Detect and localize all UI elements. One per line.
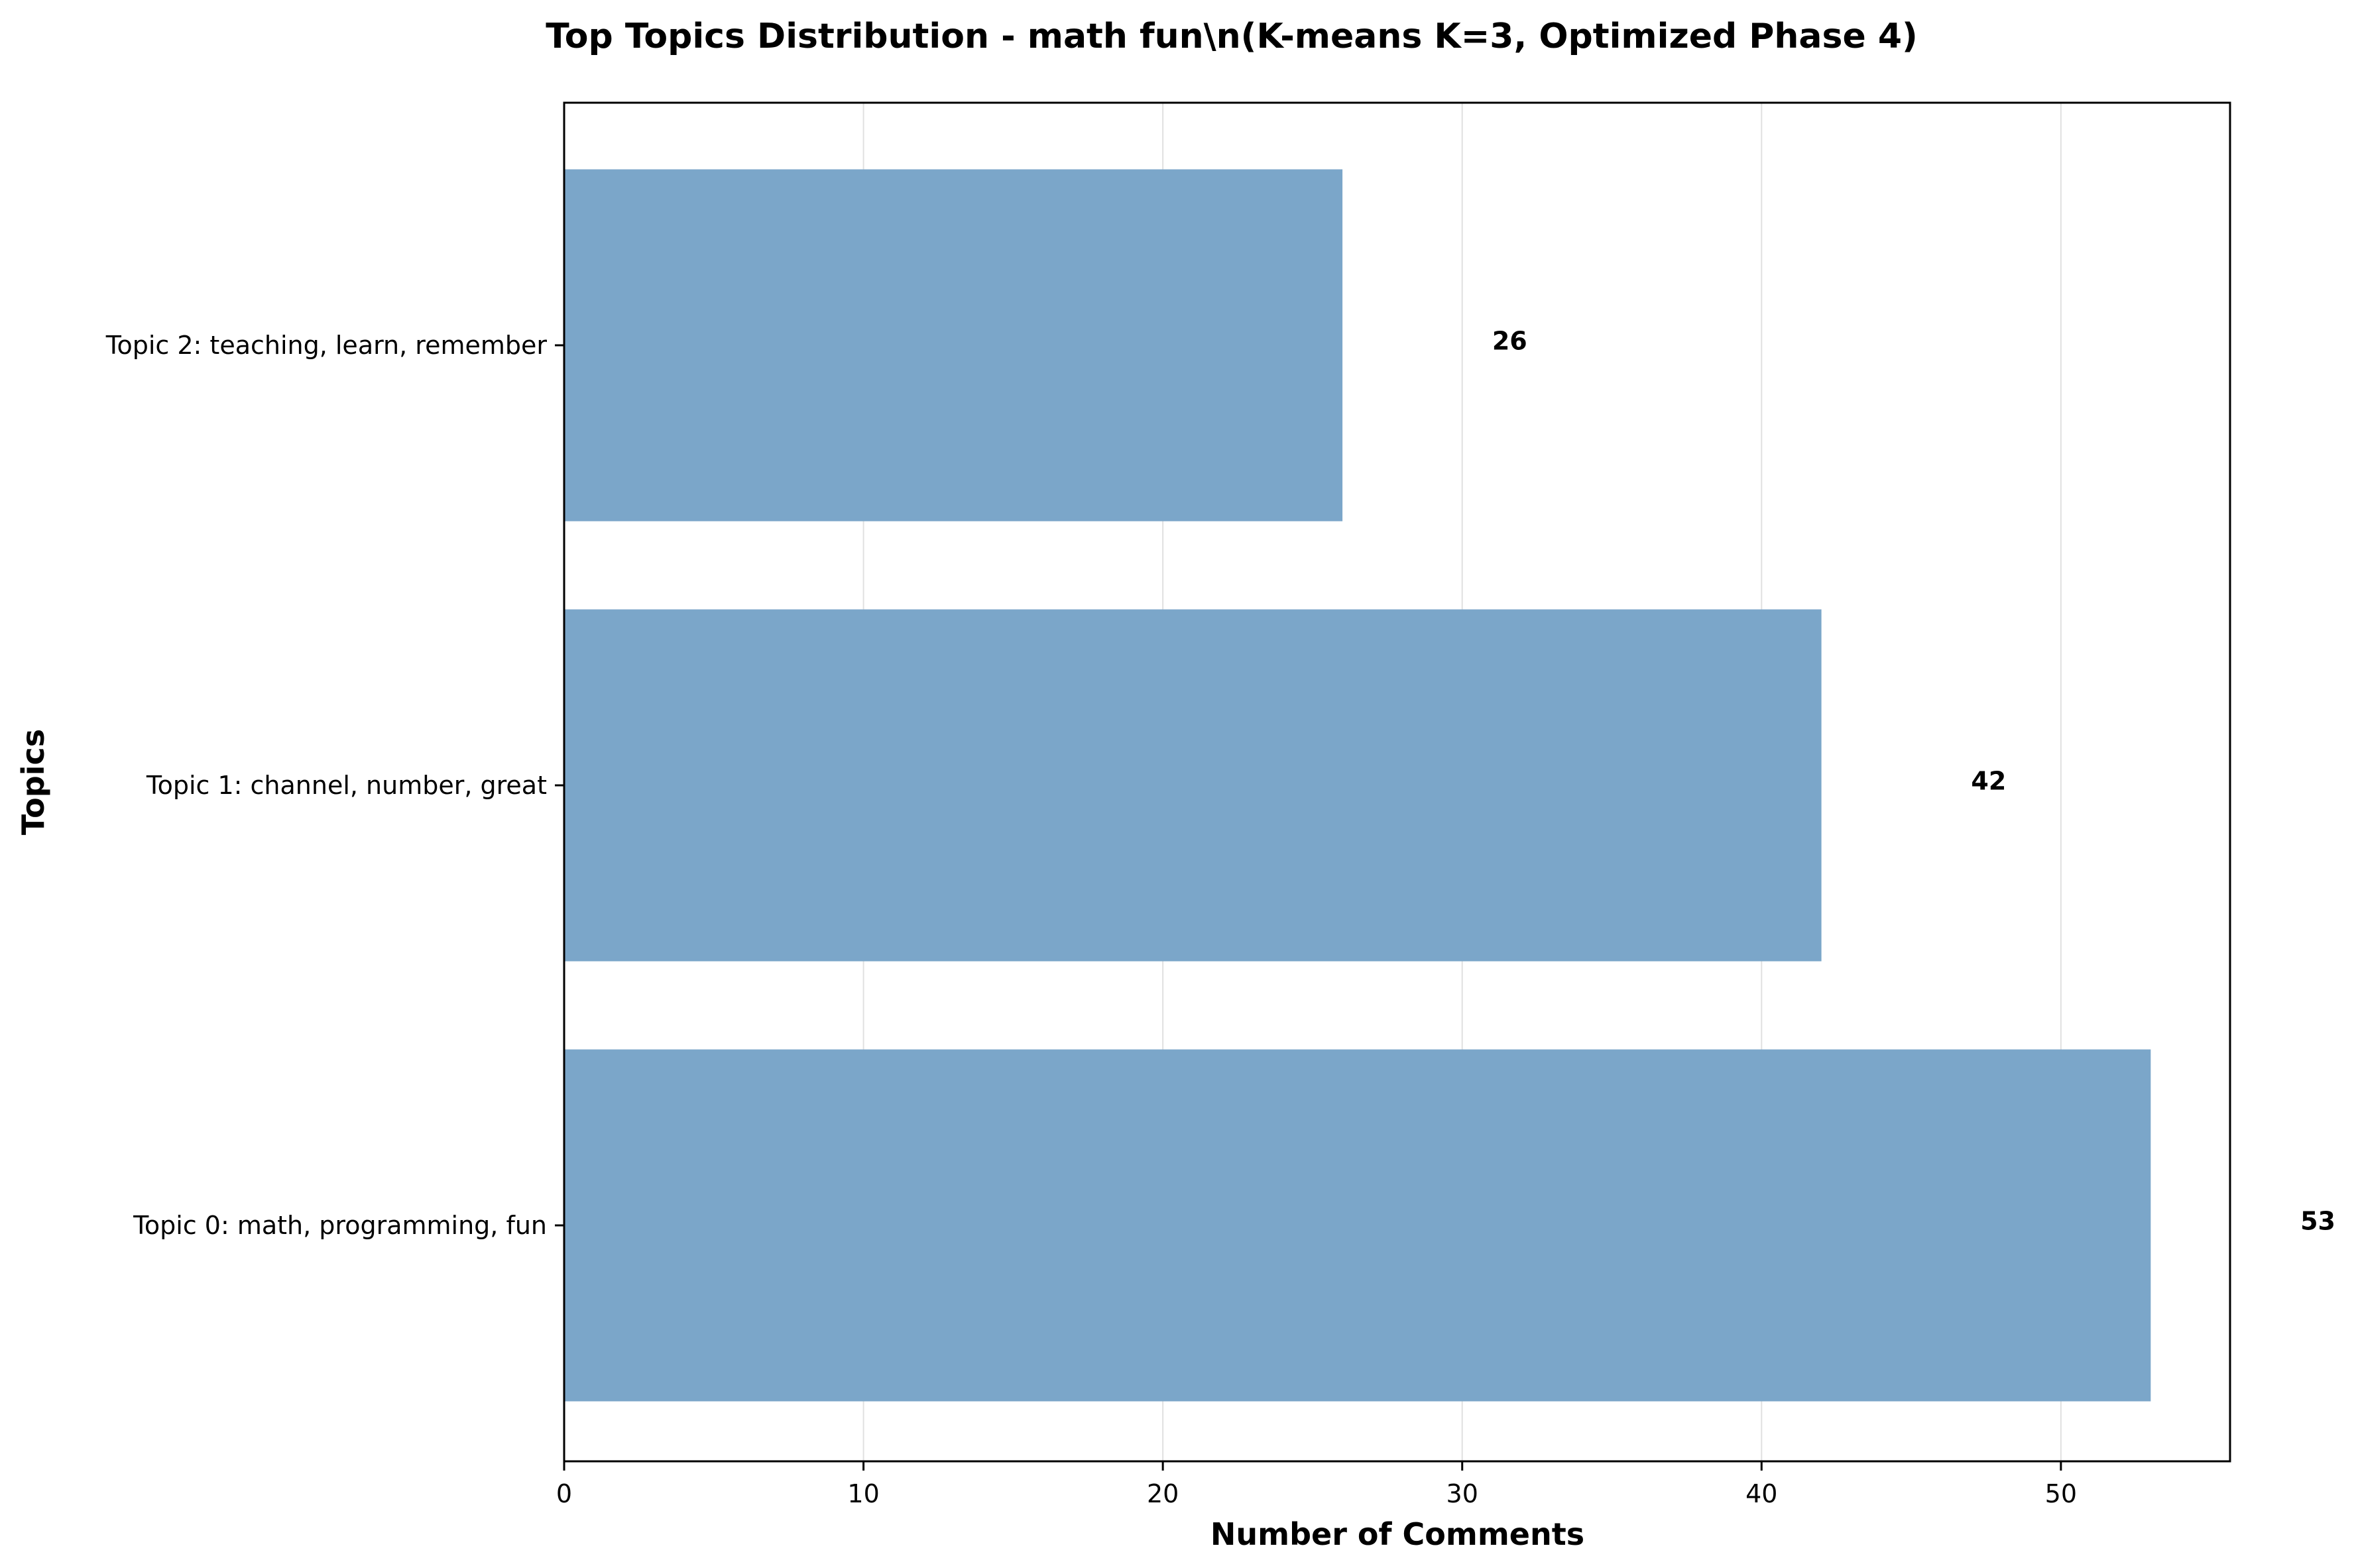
bar-topic-0 <box>564 1049 2151 1402</box>
x-axis-label: Number of Comments <box>1210 1516 1584 1552</box>
bar-topic-2 <box>564 169 1343 522</box>
x-tick-label-40: 40 <box>1745 1479 1777 1508</box>
bars <box>564 169 2151 1402</box>
x-tick-label-10: 10 <box>847 1479 879 1508</box>
y-tick-label-topic-1: Topic 1: channel, number, great <box>146 771 547 800</box>
x-tick-label-0: 0 <box>556 1479 572 1508</box>
data-labels: 53 42 26 <box>1492 327 2335 1236</box>
y-axis-label: Topics <box>15 729 51 835</box>
y-tick-label-topic-2: Topic 2: teaching, learn, remember <box>105 331 548 360</box>
y-axis-ticks: Topic 0: math, programming, fun Topic 1: … <box>105 331 564 1240</box>
x-tick-label-20: 20 <box>1147 1479 1179 1508</box>
data-label-topic-1: 42 <box>1971 767 2006 796</box>
data-label-topic-2: 26 <box>1492 327 1527 356</box>
plot-frame <box>563 101 2231 1463</box>
x-axis-ticks: 0 10 20 30 40 50 <box>556 1461 2077 1508</box>
x-tick-label-30: 30 <box>1446 1479 1478 1508</box>
x-tick-label-50: 50 <box>2045 1479 2077 1508</box>
bar-topic-1 <box>564 609 1822 962</box>
y-tick-label-topic-0: Topic 0: math, programming, fun <box>133 1211 547 1240</box>
chart-title: Top Topics Distribution - math fun\n(K-m… <box>546 17 1918 56</box>
data-label-topic-0: 53 <box>2300 1207 2335 1236</box>
